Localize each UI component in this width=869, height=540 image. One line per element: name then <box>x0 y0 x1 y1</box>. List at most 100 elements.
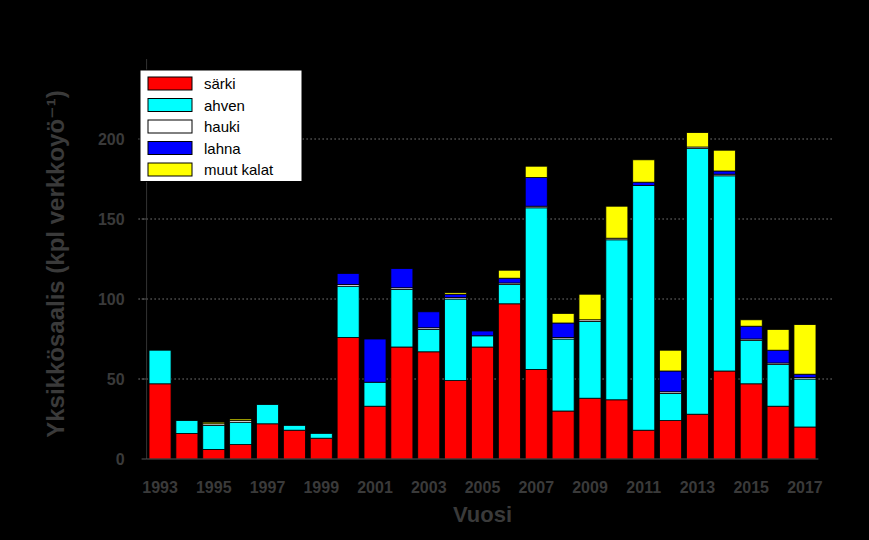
legend-swatch <box>148 142 192 155</box>
x-tick-label: 2015 <box>733 479 769 496</box>
bar-segment <box>176 433 198 459</box>
bar-segment <box>364 339 386 340</box>
bar-segment <box>633 185 655 430</box>
bar-segment <box>686 133 708 147</box>
bar-segment <box>176 421 198 434</box>
bar-segment <box>176 420 198 421</box>
x-tick-label: 2003 <box>411 479 447 496</box>
y-tick-label: 100 <box>98 291 125 308</box>
bar-segment <box>257 404 279 405</box>
y-tick <box>142 299 147 300</box>
bar-segment <box>283 425 305 426</box>
bar-segment <box>660 393 682 420</box>
legend-label: hauki <box>204 118 240 135</box>
bar-segment <box>767 350 789 363</box>
bar-segment <box>794 427 816 459</box>
x-axis <box>147 459 819 460</box>
bar-segment <box>391 268 413 269</box>
y-tick <box>142 379 147 380</box>
bar-segment <box>257 405 279 424</box>
bar-segment <box>471 331 493 332</box>
bar-segment <box>364 339 386 382</box>
x-tick-label: 1995 <box>196 479 232 496</box>
bar-segment <box>525 166 547 177</box>
x-tick-label: 2007 <box>518 479 554 496</box>
bar-segment <box>740 341 762 384</box>
bar-segment <box>686 414 708 459</box>
bar-segment <box>391 347 413 459</box>
legend-swatch <box>148 77 192 90</box>
bar-segment <box>525 369 547 459</box>
bar-segment <box>391 269 413 288</box>
bar-segment <box>740 320 762 326</box>
bar-segment <box>337 286 359 337</box>
bar-segment <box>713 171 735 174</box>
bar-segment <box>149 350 171 351</box>
x-tick-label: 1999 <box>303 479 339 496</box>
bar-segment <box>418 311 440 312</box>
bar-segment <box>552 339 574 411</box>
bar-segment <box>283 425 305 426</box>
y-tick-label: 150 <box>98 211 125 228</box>
bar-segment <box>203 422 225 424</box>
bar-segment <box>310 433 332 434</box>
bar-segment <box>686 149 708 415</box>
legend-label: ahven <box>204 97 245 114</box>
bar-segment <box>391 289 413 347</box>
bar-segment <box>525 208 547 370</box>
bar-segment <box>633 182 655 185</box>
bar-segment <box>471 347 493 459</box>
bar-segment <box>794 325 816 375</box>
bar-segment <box>310 438 332 459</box>
y-tick-label: 200 <box>98 131 125 148</box>
bar-segment <box>149 384 171 459</box>
bar-segment <box>257 404 279 405</box>
bar-segment <box>445 294 467 297</box>
legend: särkiahvenhaukilahnamuut kalat <box>140 70 302 182</box>
bar-segment <box>767 365 789 407</box>
bar-segment <box>337 337 359 459</box>
bar-segment <box>767 329 789 350</box>
legend-box <box>140 70 302 182</box>
bar-segment <box>552 313 574 323</box>
bar-segment <box>418 312 440 328</box>
legend-label: särki <box>204 75 236 92</box>
bar-segment <box>660 421 682 459</box>
background <box>0 0 869 540</box>
legend-swatch <box>148 120 192 133</box>
x-tick-label: 2005 <box>465 479 501 496</box>
bar-segment <box>257 424 279 459</box>
bar-segment <box>525 177 547 206</box>
bar-segment <box>418 352 440 459</box>
y-tick <box>142 219 147 220</box>
bar-segment <box>579 321 601 398</box>
legend-swatch <box>148 163 192 176</box>
bar-segment <box>471 331 493 336</box>
bar-segment <box>633 430 655 459</box>
bar-segment <box>337 273 359 284</box>
bar-segment <box>794 379 816 427</box>
bar-segment <box>203 449 225 459</box>
bar-segment <box>364 406 386 459</box>
legend-swatch <box>148 99 192 112</box>
bar-segment <box>176 420 198 421</box>
bar-segment <box>552 323 574 337</box>
bar-segment <box>579 294 601 320</box>
bar-segment <box>445 299 467 381</box>
bar-segment <box>418 329 440 351</box>
bar-segment <box>230 445 252 459</box>
bar-segment <box>606 400 628 459</box>
y-axis-title: Yksikkösaalis (kpl verkkoyö⁻¹) <box>42 90 69 438</box>
bar-segment <box>633 160 655 182</box>
x-tick-label: 2009 <box>572 479 608 496</box>
bar-segment <box>310 433 332 434</box>
bar-segment <box>713 371 735 459</box>
legend-label: muut kalat <box>204 161 274 178</box>
x-axis-title: Vuosi <box>453 502 512 527</box>
bar-segment <box>660 350 682 371</box>
bar-segment <box>283 425 305 426</box>
bar-segment <box>445 381 467 459</box>
y-tick-label: 50 <box>107 371 125 388</box>
bar-segment <box>310 433 332 434</box>
bar-segment <box>713 176 735 371</box>
